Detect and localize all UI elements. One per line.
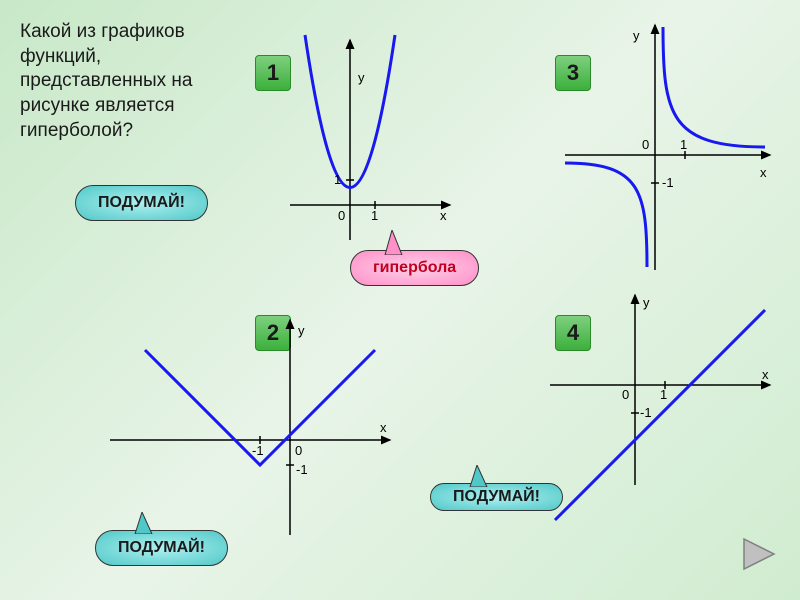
question-text: Какой из графиков функций, представленны… — [20, 20, 240, 143]
g2-xtick: -1 — [252, 443, 264, 458]
g4-ytick: -1 — [640, 405, 652, 420]
bubble-answer-hyperbola[interactable]: гипербола — [350, 250, 479, 286]
g2-y-label: y — [298, 323, 305, 338]
g1-zero: 0 — [338, 208, 345, 223]
graph-1-parabola: y x 0 1 1 — [280, 30, 460, 255]
graph-2-abs: y x 0 -1 -1 — [100, 310, 400, 545]
g4-y-label: y — [643, 295, 650, 310]
bubble-think-4[interactable]: ПОДУМАЙ! — [430, 483, 563, 511]
bubble-think-1[interactable]: ПОДУМАЙ! — [75, 185, 208, 221]
callout-tail-pink — [380, 230, 410, 255]
graph-4-line: y x 0 1 -1 — [540, 285, 780, 530]
callout-tail-2 — [130, 512, 160, 534]
g4-x-label: x — [762, 367, 769, 382]
callout-tail-4 — [465, 465, 495, 487]
g3-y-label: y — [633, 28, 640, 43]
g1-ytick: 1 — [334, 172, 341, 187]
g3-zero: 0 — [642, 137, 649, 152]
g1-x-label: x — [440, 208, 447, 223]
g4-zero: 0 — [622, 387, 629, 402]
graph-3-hyperbola: y x 0 1 -1 — [560, 15, 780, 280]
next-arrow-button[interactable] — [738, 533, 780, 580]
g3-ytick: -1 — [662, 175, 674, 190]
g1-xtick: 1 — [371, 208, 378, 223]
g4-xtick: 1 — [660, 387, 667, 402]
g3-xtick: 1 — [680, 137, 687, 152]
g1-y-label: y — [358, 70, 365, 85]
g2-zero: 0 — [295, 443, 302, 458]
bubble-think-2[interactable]: ПОДУМАЙ! — [95, 530, 228, 566]
g3-x-label: x — [760, 165, 767, 180]
g2-ytick: -1 — [296, 462, 308, 477]
g2-x-label: x — [380, 420, 387, 435]
